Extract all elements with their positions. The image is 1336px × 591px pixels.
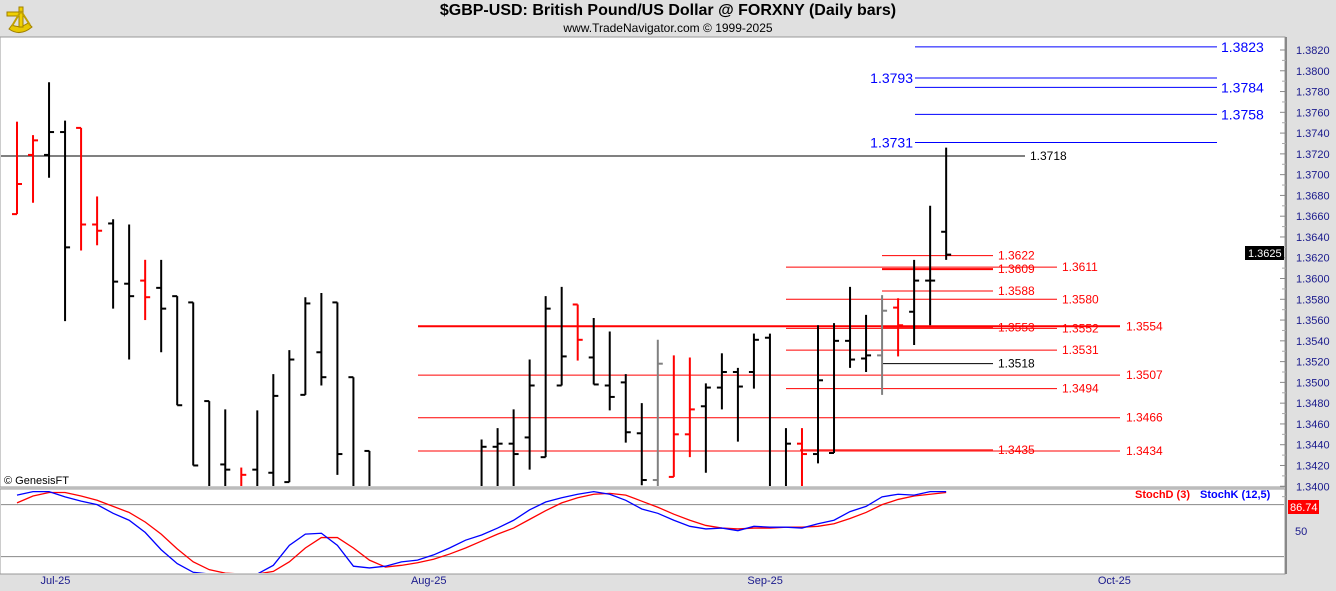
axis-tick-label: 1.3620 <box>1296 253 1330 265</box>
axis-tick-label: 1.3800 <box>1296 66 1330 78</box>
axis-tick-label: 1.3760 <box>1296 107 1330 119</box>
axis-tick-label: 1.3700 <box>1296 170 1330 182</box>
chart-title: $GBP-USD: British Pound/US Dollar @ FORX… <box>439 2 897 19</box>
price-level-label: 1.3554 <box>1126 319 1163 333</box>
stoch-panel <box>0 488 1286 575</box>
last-price-value: 1.3625 <box>1248 248 1282 260</box>
price-level-label: 1.3718 <box>1030 149 1067 163</box>
price-level-label: 1.3609 <box>998 262 1035 276</box>
sextant-logo-icon <box>4 3 36 35</box>
axis-tick-label: 1.3600 <box>1296 274 1330 286</box>
price-level-label: 1.3580 <box>1062 292 1099 306</box>
axis-tick-label: 1.3640 <box>1296 232 1330 244</box>
axis-tick-label: 1.3500 <box>1296 377 1330 389</box>
price-level-label: 1.3758 <box>1221 106 1264 122</box>
price-level-label: 1.3793 <box>870 70 913 86</box>
axis-tick-label: 1.3440 <box>1296 440 1330 452</box>
price-level-label: 1.3507 <box>1126 368 1163 382</box>
copyright-label: © GenesisFT <box>4 475 69 487</box>
price-level-label: 1.3531 <box>1062 343 1099 357</box>
price-level-label: 1.3494 <box>1062 382 1099 396</box>
stoch-k-line <box>16 490 947 573</box>
axis-tick-label: 1.3680 <box>1296 190 1330 202</box>
price-level-label: 1.3435 <box>998 443 1035 457</box>
chart-subtitle: www.TradeNavigator.com © 1999-2025 <box>563 21 773 35</box>
price-level-label: 1.3466 <box>1126 411 1163 425</box>
axis-tick-label: 1.3660 <box>1296 211 1330 223</box>
axis-tick-label: 1.3520 <box>1296 357 1330 369</box>
axis-tick-label: 1.3480 <box>1296 398 1330 410</box>
price-level-label: 1.3784 <box>1221 79 1264 95</box>
price-level-label: 1.3518 <box>998 357 1035 371</box>
date-axis: Jul-25 Aug-25 Sep-25 Oct-25 <box>40 575 1130 587</box>
date-label: Aug-25 <box>411 575 446 587</box>
price-level-label: 1.3731 <box>870 134 913 150</box>
axis-tick-label: 1.3740 <box>1296 128 1330 140</box>
stoch-d-legend: StochD (3) <box>1135 489 1190 501</box>
axis-tick-label: 1.3400 <box>1296 481 1330 493</box>
axis-tick-label: 1.3720 <box>1296 149 1330 161</box>
last-price-badge <box>1245 246 1284 260</box>
stoch-k-legend: StochK (12,5) <box>1200 489 1271 501</box>
ohlc-bars <box>12 82 952 486</box>
axis-tick-label: 1.3560 <box>1296 315 1330 327</box>
axis-tick-label: 1.3820 <box>1296 45 1330 57</box>
stochastic-plot <box>1 490 1284 573</box>
price-level-label: 1.3823 <box>1221 39 1264 55</box>
date-label: Jul-25 <box>40 575 70 587</box>
price-level-label: 1.3622 <box>998 249 1035 263</box>
price-levels <box>1 46 1217 452</box>
price-level-label: 1.3552 <box>1062 321 1099 335</box>
date-label: Oct-25 <box>1098 575 1131 587</box>
stoch-value: 86.74 <box>1290 502 1318 514</box>
date-label: Sep-25 <box>747 575 782 587</box>
price-level-label: 1.3611 <box>1062 260 1098 274</box>
price-level-label: 1.3553 <box>998 320 1035 334</box>
axis-tick-label: 1.3460 <box>1296 419 1330 431</box>
axis-tick-label: 1.3420 <box>1296 460 1330 472</box>
axis-tick-label: 1.3780 <box>1296 87 1330 99</box>
price-level-label: 1.3434 <box>1126 444 1163 458</box>
axis-tick-label: 1.3580 <box>1296 294 1330 306</box>
price-level-label: 1.3588 <box>998 284 1035 298</box>
price-axis: 1.3820 1.3800 1.3780 1.3760 1.3740 1.3720 1.37… <box>1280 45 1330 498</box>
stoch-tick-50: 50 <box>1295 526 1307 538</box>
stoch-value-badge <box>1288 500 1319 514</box>
price-level-labels: 1.3823 1.3793 1.3784 1.3758 1.3731 1.3718 1.36… <box>870 39 1264 458</box>
axis-tick-label: 1.3540 <box>1296 336 1330 348</box>
